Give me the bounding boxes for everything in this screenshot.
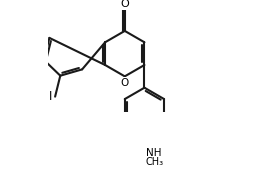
Text: O: O [120, 0, 129, 9]
Text: NH: NH [146, 148, 161, 158]
Text: I: I [49, 90, 53, 103]
Text: O: O [121, 78, 129, 88]
Text: CH₃: CH₃ [146, 157, 164, 167]
